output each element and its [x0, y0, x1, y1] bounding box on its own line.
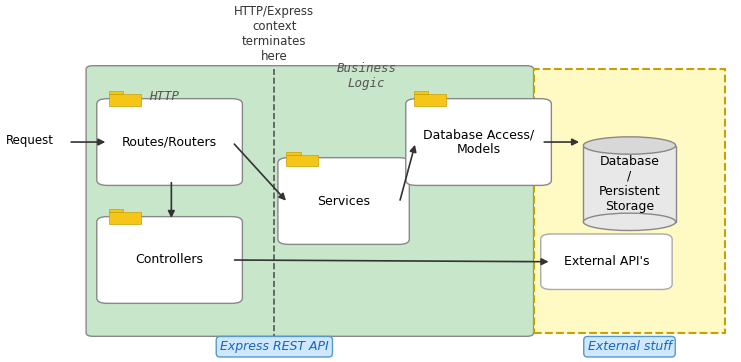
FancyBboxPatch shape	[414, 94, 446, 106]
FancyBboxPatch shape	[541, 234, 672, 290]
FancyBboxPatch shape	[97, 99, 242, 185]
Text: Services: Services	[317, 194, 370, 207]
Text: Database
/
Persistent
Storage: Database / Persistent Storage	[599, 155, 660, 212]
FancyBboxPatch shape	[583, 146, 676, 222]
Text: Controllers: Controllers	[136, 253, 204, 266]
FancyBboxPatch shape	[414, 91, 428, 94]
FancyBboxPatch shape	[109, 94, 141, 106]
Text: Business
Logic: Business Logic	[336, 62, 396, 90]
Text: Database Access/
Models: Database Access/ Models	[423, 128, 534, 156]
Text: Routes/Routers: Routes/Routers	[122, 135, 217, 148]
FancyBboxPatch shape	[109, 212, 141, 224]
FancyBboxPatch shape	[97, 216, 242, 303]
FancyBboxPatch shape	[287, 152, 301, 155]
Ellipse shape	[583, 137, 676, 154]
Text: External stuff: External stuff	[588, 340, 671, 353]
Ellipse shape	[583, 213, 676, 231]
FancyBboxPatch shape	[109, 209, 123, 212]
Text: Express REST API: Express REST API	[220, 340, 329, 353]
FancyBboxPatch shape	[86, 66, 534, 336]
Text: HTTP/Express
context
terminates
here: HTTP/Express context terminates here	[234, 5, 314, 63]
Text: Request: Request	[6, 134, 54, 147]
FancyBboxPatch shape	[278, 157, 409, 244]
FancyBboxPatch shape	[534, 69, 725, 333]
Text: External API's: External API's	[564, 255, 649, 268]
FancyBboxPatch shape	[109, 91, 123, 94]
FancyBboxPatch shape	[406, 99, 551, 185]
Text: HTTP: HTTP	[149, 90, 179, 104]
FancyBboxPatch shape	[287, 155, 319, 166]
